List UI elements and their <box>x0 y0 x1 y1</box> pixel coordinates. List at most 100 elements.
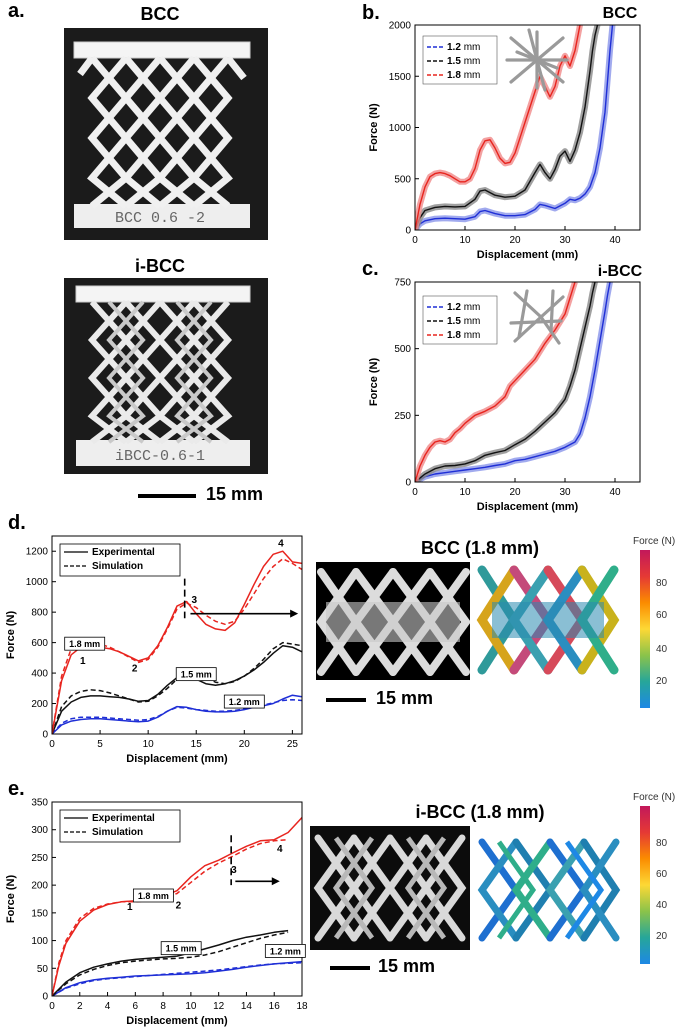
x-tick-label-d-3: 15 <box>191 739 203 750</box>
annotation-d-4: 2 <box>132 664 138 675</box>
annotation-e-1: 1.5 mm <box>166 944 197 954</box>
panel-letter-a: a. <box>8 0 25 22</box>
chart-d: 0 5 10 15 20 25 0 200 400 600 800 1000 1200 Displacem… <box>5 535 303 765</box>
panel-letter-b: b. <box>362 2 380 24</box>
legend-label-d-1: Simulation <box>92 561 143 572</box>
ibcc-lattice-drawing <box>75 285 251 466</box>
ibcc-force-render <box>474 834 624 946</box>
series-group-b <box>415 25 616 230</box>
legend-label-b-2: 1.8 mm <box>447 70 480 81</box>
ibcc-colorbar-tick-40: 40 <box>656 900 668 911</box>
chart-b: 0 10 20 30 40 0 500 1000 1500 2000 Displacement (m… <box>368 5 641 261</box>
x-tick-label-e-2: 4 <box>105 1001 111 1012</box>
legend-box-d <box>59 543 181 577</box>
series-line-e-3 <box>52 931 289 996</box>
panel-d-scale-label: 15 mm <box>376 688 434 708</box>
ibcc-render-photo-drawing <box>313 834 467 942</box>
annotation-e-0: 1.8 mm <box>138 891 169 901</box>
bcc-render-photo <box>316 562 470 680</box>
panel-e-scale-label: 15 mm <box>378 956 436 976</box>
annotation-e-4: 2 <box>176 900 182 911</box>
panel-a-scale-label: 15 mm <box>206 484 264 504</box>
y-tick-label-b-2: 1000 <box>389 123 412 134</box>
x-tick-label-b-0: 0 <box>412 235 418 246</box>
x-tick-label-b-2: 20 <box>509 235 521 246</box>
y-tick-label-d-2: 400 <box>31 669 48 680</box>
y-tick-label-d-3: 600 <box>31 638 48 649</box>
ibcc-colorbar-tick-60: 60 <box>656 869 668 880</box>
transition-arrow-head-d <box>290 609 299 618</box>
panel-letter-d: d. <box>8 512 26 534</box>
x-tick-label-e-6: 12 <box>213 1001 225 1012</box>
unit-cell-icon-c <box>509 289 565 345</box>
panel-d-scale-bar <box>326 698 366 702</box>
y-tick-label-e-0: 0 <box>42 992 48 1003</box>
unit-cell-icon-b <box>505 28 569 92</box>
panel-e-scale-bar <box>330 966 370 970</box>
x-tick-label-d-2: 10 <box>143 739 155 750</box>
annotation-d-5: 3 <box>192 595 198 606</box>
series-line-c-0 <box>415 282 611 482</box>
annotation-e-6: 4 <box>277 844 283 855</box>
x-tick-label-d-4: 20 <box>239 739 251 750</box>
x-tick-label-c-1: 10 <box>459 487 471 498</box>
bcc-render-photo-drawing <box>316 568 470 676</box>
annotation-e-3: 1 <box>127 902 133 913</box>
y-tick-label-e-4: 200 <box>31 881 48 892</box>
ibcc-colorbar <box>640 806 650 964</box>
y-tick-label-b-3: 1500 <box>389 72 412 83</box>
series-line-e-0 <box>52 960 302 996</box>
plot-frame-c <box>414 281 641 483</box>
ibcc-colorbar-tick-80: 80 <box>656 838 668 849</box>
y-tick-label-d-0: 0 <box>42 730 48 741</box>
series-line-b-2 <box>415 25 581 230</box>
legend-e: Experimental Simulation <box>59 809 181 843</box>
annotation-d-0: 1.8 mm <box>69 639 100 649</box>
y-tick-label-d-6: 1200 <box>26 547 49 558</box>
x-tick-label-e-3: 6 <box>133 1001 139 1012</box>
panel-letter-e: e. <box>8 778 25 800</box>
legend-label-e-1: Simulation <box>92 827 143 838</box>
bcc-lattice-drawing <box>73 41 251 228</box>
y-axis-label-b: Force (N) <box>368 103 380 152</box>
bcc-colorbar-tick-80: 80 <box>656 578 668 589</box>
legend-label-c-0: 1.2 mm <box>447 302 480 313</box>
annotation-d-6: 4 <box>278 539 284 550</box>
series-line-b-1 <box>415 25 599 230</box>
chart-title-b: BCC <box>603 5 638 22</box>
legend-d: Experimental Simulation <box>59 543 181 577</box>
annotation-box-e-1 <box>160 941 202 956</box>
y-tick-label-c-1: 250 <box>394 411 411 422</box>
y-tick-label-c-2: 500 <box>394 344 411 355</box>
unit-cell-strut-c-4 <box>517 289 529 339</box>
series-line-d-5 <box>52 558 302 734</box>
y-tick-label-e-6: 300 <box>31 825 48 836</box>
annotation-e-5: 3 <box>231 865 237 876</box>
y-tick-label-e-2: 100 <box>31 936 48 947</box>
x-tick-label-b-1: 10 <box>459 235 471 246</box>
x-tick-label-c-2: 20 <box>509 487 521 498</box>
legend-label-e-0: Experimental <box>92 813 155 824</box>
series-line-e-1 <box>52 961 302 996</box>
ibcc-photo-title: i-BCC <box>135 256 185 276</box>
x-tick-label-c-0: 0 <box>412 487 418 498</box>
ibcc-force-render-drawing <box>477 838 621 942</box>
legend-label-c-1: 1.5 mm <box>447 316 480 327</box>
x-tick-label-d-0: 0 <box>49 739 55 750</box>
y-tick-label-e-3: 150 <box>31 908 48 919</box>
unit-cell-strut-b-5 <box>515 50 559 70</box>
annotation-box-e-2 <box>264 944 306 958</box>
annotation-box-d-0 <box>64 636 106 651</box>
series-line-d-3 <box>52 641 302 734</box>
ibcc-specimen-label: iBCC-0.6-1 <box>114 448 205 465</box>
legend-box-c <box>422 295 498 345</box>
legend-b: 1.2 mm 1.5 mm 1.8 mm <box>422 35 498 85</box>
chart-e: 0 2 4 6 8 10 12 14 16 18050100150200250300350Disp… <box>5 798 308 1028</box>
bcc-render-title: BCC (1.8 mm) <box>420 538 540 558</box>
y-tick-label-e-7: 350 <box>31 798 48 809</box>
x-tick-label-e-0: 0 <box>49 1001 55 1012</box>
y-tick-label-b-4: 2000 <box>389 21 412 32</box>
unit-cell-strut-c-6 <box>509 319 563 325</box>
annotation-box-d-1 <box>175 667 217 682</box>
x-axis-label-e: Displacement (mm) <box>126 1015 228 1027</box>
